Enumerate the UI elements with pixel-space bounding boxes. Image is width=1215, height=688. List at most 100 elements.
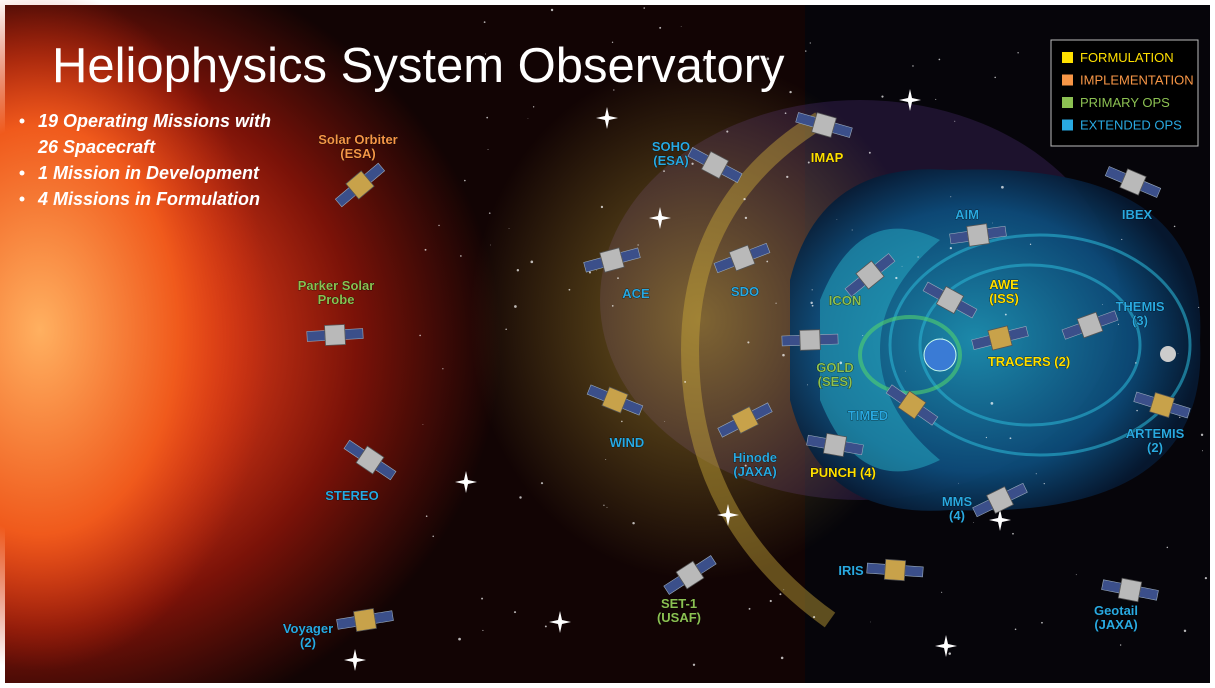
star-dot [881,96,883,98]
star-dot [517,269,519,271]
star-dot [509,228,510,229]
bullet-dot [20,171,25,176]
star-dot [783,589,784,590]
spacecraft-label: (ESA) [340,146,375,161]
star-dot [601,206,603,208]
star-dot [870,622,871,623]
star-dot [684,381,686,383]
star-dot [488,149,489,150]
bullet-dot [20,197,25,202]
star-dot [1179,417,1180,418]
star-dot [781,657,784,660]
star-dot [464,180,466,182]
star-dot [505,328,507,330]
infographic: Heliophysics System Observatory 19 Opera… [0,0,1215,688]
bus [884,559,905,580]
star-dot [1012,533,1014,535]
star-dot [1030,244,1031,245]
spacecraft-label: ARTEMIS [1126,426,1185,441]
star-dot [514,305,517,308]
star-dot [743,198,745,200]
star-dot [442,368,443,369]
star-dot [426,515,428,517]
bullet-text: 26 Spacecraft [37,137,156,157]
star-dot [958,483,959,484]
star-dot [954,121,955,122]
legend-swatch [1062,120,1073,131]
star-dot [612,305,614,307]
star-dot [425,249,427,251]
legend-label: PRIMARY OPS [1080,95,1170,110]
star-dot [789,91,791,93]
spacecraft-label: GOLD [816,360,854,375]
star-dot [1015,629,1017,631]
spacecraft-label: PUNCH (4) [810,465,876,480]
star-dot [1205,577,1207,579]
star-dot [994,77,996,79]
star-dot [533,106,534,107]
star-dot [519,496,521,498]
star-dot [1135,362,1137,364]
spacecraft-label: SOHO [652,139,690,154]
spacecraft-label: AIM [955,207,979,222]
spacecraft-label: THEMIS [1115,299,1164,314]
spacecraft-label: IMAP [811,150,844,165]
solar-panel [782,335,800,346]
star-dot [810,42,811,43]
star-dot [1076,574,1077,575]
title: Heliophysics System Observatory [52,39,785,93]
spacecraft-label: IBEX [1122,207,1153,222]
solar-panel [820,334,838,345]
star-dot [481,598,483,600]
star-dot [1041,622,1043,624]
star-dot [852,230,853,231]
star-dot [490,245,491,246]
solar-panel [950,231,969,243]
star-dot [813,616,815,618]
spacecraft-label: MMS [942,494,973,509]
star-dot [663,170,665,172]
spacecraft-label: (3) [1132,313,1148,328]
star-dot [1102,304,1103,305]
legend-swatch [1062,97,1073,108]
star-dot [419,335,421,337]
spacecraft-label: WIND [610,435,645,450]
solar-panel [345,329,363,340]
star-dot [596,270,597,271]
spacecraft-label: Probe [318,292,355,307]
star-dot [812,305,814,307]
star-dot [528,118,529,119]
spacecraft-label: ACE [622,286,650,301]
star-dot [1001,186,1004,189]
legend-swatch [1062,75,1073,86]
spacecraft-label: (2) [1147,440,1163,455]
star-dot [775,303,776,304]
star-dot [770,600,772,602]
star-dot [862,335,863,336]
star-dot [1202,450,1203,451]
star-dot [551,9,553,11]
solar-panel [905,566,924,577]
star-dot [766,261,768,263]
star-dot [747,341,749,343]
star-dot [726,131,728,133]
star-dot [992,223,993,224]
star-dot [659,27,661,29]
star-dot [438,225,439,226]
star-dot [812,289,813,290]
star-dot [1005,314,1007,316]
star-dot [514,611,516,613]
star-dot [785,112,787,114]
star-dot [1178,353,1179,354]
star-dot [460,255,462,257]
star-dot [693,664,695,666]
star-dot [1118,324,1119,325]
spacecraft-label: TIMED [848,408,888,423]
star-dot [1201,434,1203,436]
star-dot [779,593,781,595]
star-dot [607,507,608,508]
solar-panel [987,226,1006,238]
legend-label: IMPLEMENTATION [1080,73,1194,88]
star-dot [1120,644,1121,645]
spacecraft-label: IRIS [838,563,864,578]
